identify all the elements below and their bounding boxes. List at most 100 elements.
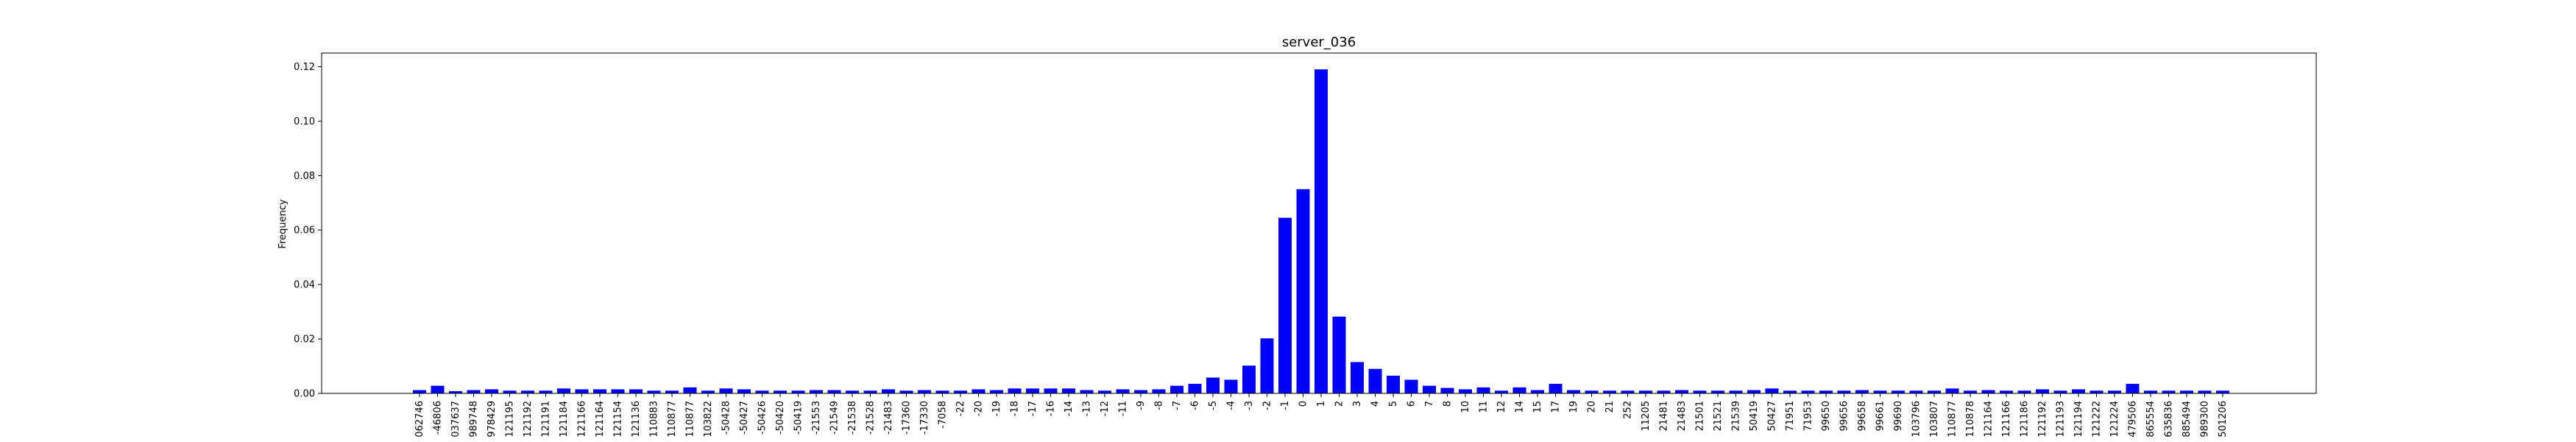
x-tick-label: 121224 (2109, 401, 2120, 438)
x-tick-label: 12 (1496, 401, 1507, 413)
bar (1855, 390, 1869, 393)
bar (539, 390, 553, 393)
x-tick-label: 121166 (577, 401, 588, 438)
bar (1639, 390, 1652, 393)
x-tick-label: 110877 (685, 401, 696, 438)
bar (1080, 390, 1094, 393)
bar (1459, 389, 1472, 393)
x-tick-label: 50419 (1749, 401, 1760, 431)
bar (2144, 390, 2157, 393)
x-tick-label: -17330 (919, 401, 930, 435)
bar (1044, 388, 1058, 393)
bar (791, 390, 805, 393)
y-ticks: 0.00 0.02 0.04 0.06 0.08 0.10 0.12 (294, 62, 322, 400)
x-tick-label: 121166 (2001, 401, 2012, 438)
bar (1747, 390, 1761, 393)
x-tick-label: 21481 (1659, 401, 1670, 431)
x-tick-label: 121136 (631, 401, 642, 438)
bar (2072, 389, 2085, 393)
bar (810, 390, 823, 393)
bar (1476, 387, 1490, 393)
y-tick-label: 0.06 (294, 225, 315, 236)
x-tick-label: -17360 (902, 401, 913, 435)
bar (1404, 379, 1418, 393)
x-tick-label: 20 (1587, 401, 1598, 413)
x-tick-label: 121164 (595, 401, 606, 438)
bar (2053, 390, 2067, 393)
bar (1783, 390, 1797, 393)
bar (1206, 377, 1220, 393)
bar (521, 390, 534, 393)
bar (1026, 388, 1039, 393)
x-tick-label: -5 (1208, 401, 1219, 410)
bar (683, 387, 697, 393)
plot-frame (321, 52, 2317, 394)
bar (1531, 390, 1544, 393)
bar (1387, 375, 1400, 393)
x-tick-label: 2 (1334, 401, 1345, 407)
bar (2036, 389, 2049, 393)
bar (1008, 388, 1022, 393)
bar (1332, 316, 1346, 393)
x-tick-label: 103807 (1929, 401, 1940, 438)
x-ticks: 062746 -46806 037637 989748 978429 121195 1211… (414, 393, 2229, 438)
bar (1134, 390, 1147, 393)
bar (2162, 390, 2176, 393)
bar (863, 390, 877, 393)
bar (593, 389, 606, 393)
x-tick-label: 21539 (1731, 401, 1742, 431)
bar (1603, 390, 1616, 393)
x-tick-label: -2 (1262, 401, 1273, 410)
x-tick-label: -7 (1172, 401, 1183, 410)
bar (827, 390, 841, 393)
bar (1675, 390, 1688, 393)
x-tick-label: -21483 (883, 401, 894, 435)
y-tick-label: 0.00 (294, 389, 315, 400)
bar (2017, 390, 2031, 393)
y-tick-label: 0.04 (294, 280, 315, 291)
bar (1440, 387, 1454, 393)
x-tick-label: 121195 (505, 401, 516, 438)
x-tick-label: -14 (1064, 401, 1075, 416)
bar (2000, 390, 2013, 393)
bar (1351, 362, 1364, 393)
bar (954, 390, 967, 393)
bar (449, 391, 462, 393)
bar (1801, 390, 1815, 393)
bar (503, 390, 517, 393)
x-tick-label: -21528 (866, 401, 877, 435)
x-tick-label: -46806 (433, 401, 444, 435)
y-tick-label: 0.02 (294, 334, 315, 345)
bar (990, 390, 1003, 393)
bar (575, 389, 589, 393)
x-tick-label: 121194 (2073, 401, 2084, 438)
bar (882, 389, 895, 393)
x-tick-label: 71953 (1803, 401, 1814, 431)
bar (1873, 390, 1887, 393)
x-tick-label: 121192 (523, 401, 534, 438)
bar (557, 388, 570, 393)
x-tick-label: 6 (1406, 401, 1418, 407)
bar (1585, 390, 1599, 393)
bar (774, 390, 787, 393)
bar (1495, 390, 1508, 393)
x-tick-label: 121192 (2037, 401, 2048, 438)
y-axis-label: Frequency (277, 199, 289, 248)
x-tick-label: 14 (1515, 401, 1526, 413)
bar (1314, 69, 1328, 394)
x-tick-label: -50428 (721, 401, 732, 435)
y-tick-label: 0.12 (294, 62, 315, 73)
x-tick-label: 17 (1551, 401, 1562, 413)
x-tick-label: 121191 (541, 401, 552, 438)
bar (1116, 389, 1130, 393)
bar (1512, 387, 1526, 393)
x-tick-label: 989300 (2200, 401, 2211, 438)
bar (1981, 390, 1995, 393)
x-tick-label: 71951 (1785, 401, 1796, 431)
x-tick-label: -21553 (811, 401, 822, 435)
x-tick-label: 4 (1370, 401, 1381, 407)
x-tick-label: -4 (1226, 401, 1237, 410)
x-tick-label: 99650 (1821, 401, 1832, 431)
x-tick-label: 10 (1460, 401, 1471, 413)
